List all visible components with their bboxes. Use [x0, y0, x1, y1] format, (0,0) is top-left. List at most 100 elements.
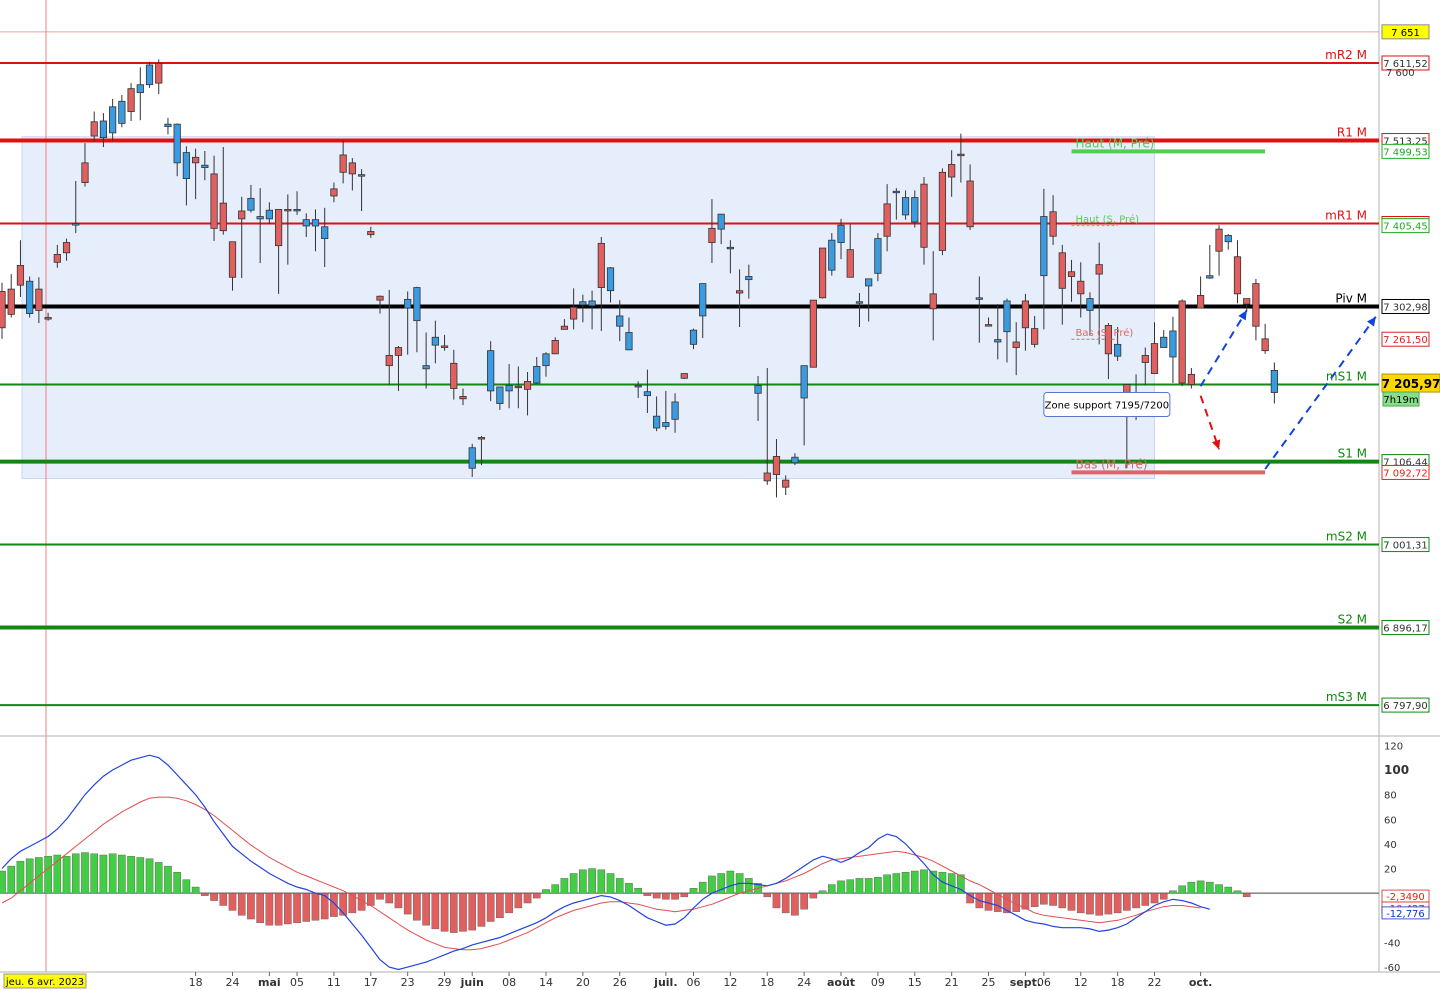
candle[interactable] — [1141, 347, 1149, 386]
candle[interactable] — [643, 369, 652, 414]
candle[interactable] — [634, 381, 642, 399]
candle[interactable] — [763, 368, 771, 485]
candle[interactable] — [256, 188, 264, 264]
candle[interactable] — [929, 251, 937, 341]
candle[interactable] — [145, 61, 154, 88]
candle[interactable] — [837, 218, 845, 260]
candle[interactable] — [247, 184, 255, 213]
candle[interactable] — [422, 332, 430, 389]
candle[interactable] — [1058, 244, 1066, 325]
candle[interactable] — [938, 168, 947, 256]
candle[interactable] — [321, 207, 329, 268]
candle[interactable] — [1187, 368, 1195, 389]
candle[interactable] — [1086, 292, 1094, 335]
candle[interactable] — [72, 180, 80, 234]
candle[interactable] — [118, 94, 126, 128]
candle[interactable] — [219, 147, 227, 235]
candle[interactable] — [385, 289, 393, 385]
candle[interactable] — [394, 345, 403, 391]
candle[interactable] — [1031, 315, 1039, 348]
candle[interactable] — [1003, 298, 1011, 363]
candle[interactable] — [7, 274, 15, 318]
candle[interactable] — [431, 320, 439, 364]
candle[interactable] — [782, 475, 790, 496]
candle[interactable] — [1114, 326, 1122, 361]
candle[interactable] — [874, 233, 882, 282]
candle[interactable] — [376, 295, 384, 314]
candle[interactable] — [348, 158, 356, 191]
candle[interactable] — [708, 199, 716, 264]
candle[interactable] — [616, 300, 624, 342]
candle[interactable] — [238, 196, 246, 279]
candle[interactable] — [818, 247, 827, 299]
candle[interactable] — [311, 209, 320, 252]
candle[interactable] — [1197, 276, 1205, 309]
candle[interactable] — [1178, 299, 1186, 387]
candle[interactable] — [505, 364, 513, 409]
candle[interactable] — [1261, 323, 1269, 354]
candle[interactable] — [883, 184, 891, 252]
candle[interactable] — [560, 319, 569, 330]
candle[interactable] — [99, 113, 108, 148]
candle[interactable] — [302, 213, 310, 238]
candle[interactable] — [579, 294, 587, 323]
candle[interactable] — [523, 371, 532, 416]
candle[interactable] — [44, 312, 52, 321]
candle[interactable] — [975, 276, 983, 343]
candle[interactable] — [966, 164, 974, 230]
candle[interactable] — [542, 352, 550, 377]
candle[interactable] — [533, 356, 541, 384]
candle[interactable] — [1224, 233, 1232, 250]
candle[interactable] — [1067, 259, 1076, 302]
candle[interactable] — [828, 233, 836, 276]
candle[interactable] — [109, 98, 117, 141]
candle[interactable] — [745, 264, 753, 299]
candle[interactable] — [662, 390, 670, 430]
candle[interactable] — [228, 241, 237, 291]
candle[interactable] — [367, 226, 375, 238]
candle[interactable] — [62, 238, 71, 261]
candle[interactable] — [597, 237, 605, 331]
candle[interactable] — [911, 190, 919, 228]
candle[interactable] — [736, 269, 744, 327]
candle[interactable] — [477, 435, 486, 466]
candle[interactable] — [284, 194, 292, 265]
candle[interactable] — [1233, 240, 1242, 304]
candle[interactable] — [1040, 188, 1048, 330]
candle[interactable] — [192, 148, 200, 200]
candle[interactable] — [450, 349, 458, 400]
candle[interactable] — [865, 278, 873, 322]
candle[interactable] — [699, 283, 707, 339]
candle[interactable] — [164, 117, 172, 135]
candle[interactable] — [1270, 362, 1278, 404]
candle[interactable] — [16, 240, 25, 297]
candle[interactable] — [265, 202, 273, 225]
candle[interactable] — [1206, 244, 1214, 279]
candle[interactable] — [155, 59, 163, 95]
candle[interactable] — [671, 393, 679, 433]
candle[interactable] — [1169, 316, 1177, 384]
candle[interactable] — [293, 191, 301, 215]
candle[interactable] — [1252, 278, 1260, 341]
candle[interactable] — [994, 304, 1002, 360]
candle[interactable] — [468, 443, 476, 477]
candle[interactable] — [1049, 195, 1057, 245]
candle[interactable] — [754, 375, 762, 421]
candle[interactable] — [0, 282, 6, 339]
candle[interactable] — [330, 182, 338, 203]
candle[interactable] — [901, 190, 910, 220]
candle[interactable] — [35, 277, 43, 324]
candle[interactable] — [487, 341, 495, 402]
candle[interactable] — [625, 317, 633, 351]
candle[interactable] — [496, 386, 504, 410]
candle[interactable] — [1012, 322, 1020, 376]
candle[interactable] — [689, 328, 698, 350]
candle[interactable] — [772, 439, 781, 498]
candle[interactable] — [1160, 330, 1168, 348]
candle[interactable] — [653, 396, 661, 432]
candle[interactable] — [357, 169, 366, 211]
candle[interactable] — [440, 334, 449, 351]
candle[interactable] — [1150, 322, 1159, 374]
candle[interactable] — [1215, 225, 1223, 276]
